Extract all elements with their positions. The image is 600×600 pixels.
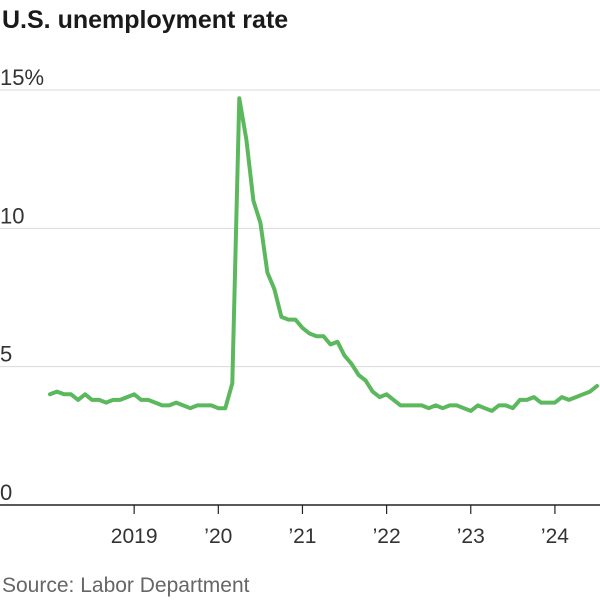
x-tick-label: ’20	[204, 525, 232, 548]
x-tick-label: ’22	[373, 525, 401, 548]
x-tick-label: ’23	[457, 525, 485, 548]
x-tick-label: 2019	[111, 525, 158, 548]
y-tick-label: 0	[0, 480, 12, 505]
y-tick-label: 5	[0, 342, 12, 367]
x-tick-label: ’24	[541, 525, 569, 548]
y-tick-label: 10	[0, 203, 24, 228]
x-axis: 2019 ’20 ’21 ’22 ’23 ’24	[0, 504, 600, 548]
y-tick-label: 15%	[0, 65, 44, 90]
gridlines	[0, 89, 600, 368]
chart-title: U.S. unemployment rate	[2, 6, 288, 34]
source-note: Source: Labor Department	[2, 574, 250, 597]
y-tick-labels: 0 5 10 15%	[0, 65, 44, 505]
series-lines	[48, 96, 599, 413]
x-tick-label: ’21	[288, 525, 316, 548]
series-line	[48, 96, 599, 413]
